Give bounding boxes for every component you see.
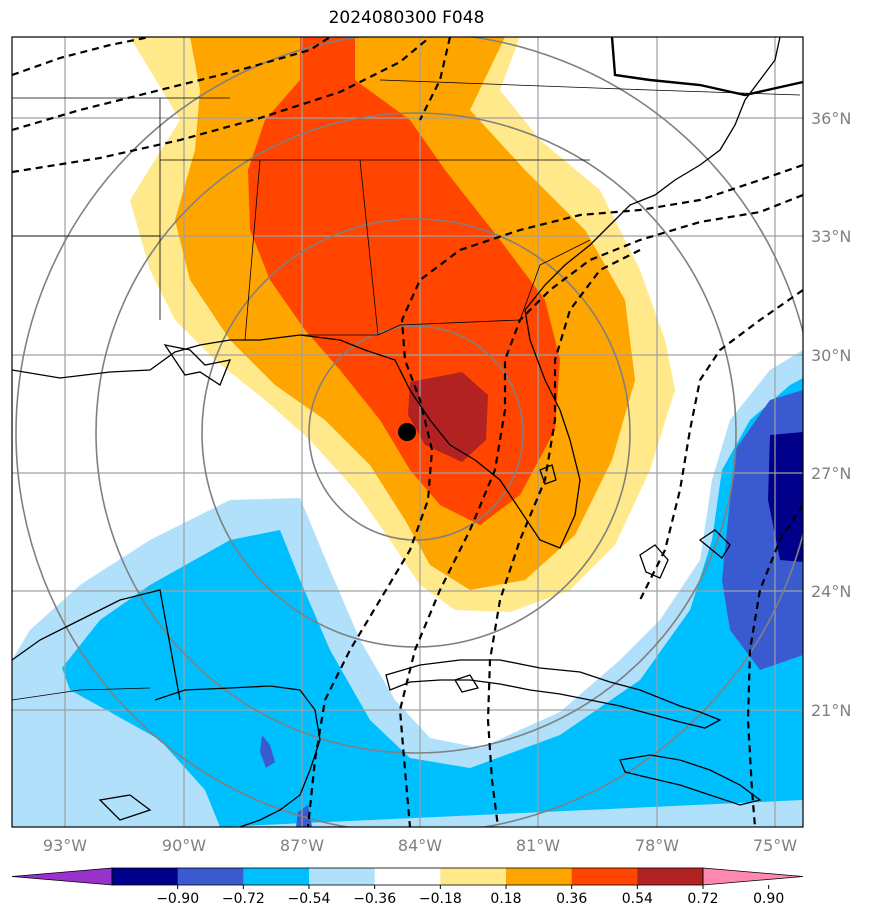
colorbar-label: −0.72 [222,891,265,907]
state-borders [12,79,801,701]
map-area [12,37,803,827]
colorbar-swatch [440,868,507,885]
colorbar-label: 0.18 [490,891,521,907]
lon-label: 87°W [280,836,324,855]
colorbar-label: −0.54 [288,891,331,907]
negative-contour-0.36 [62,378,803,827]
map-frame [11,36,804,828]
lat-label: 30°N [811,346,851,365]
colorbar-swatch [243,868,310,885]
latitude-labels: 36°N 33°N 30°N 27°N 24°N 21°N [811,109,851,720]
colorbar-swatch [309,868,376,885]
colorbar-label: 0.36 [556,891,587,907]
dashed-contours [12,37,803,827]
lat-label: 21°N [811,701,851,720]
longitude-labels: 93°W 90°W 87°W 84°W 81°W 78°W 75°W [43,836,797,855]
colorbar-label: −0.36 [353,891,396,907]
colorbar-swatch [637,868,704,885]
country-border [610,37,803,97]
map-title: 2024080300 F048 [328,8,485,28]
colorbar-swatch [112,868,179,885]
lat-label: 24°N [811,582,851,601]
colorbar-extend-high [702,867,804,886]
colorbar-label: 0.54 [622,891,653,907]
lon-label: 75°W [753,836,797,855]
colorbar-swatch [374,868,441,885]
colorbar-extend-low [11,867,113,886]
colorbar-swatch [571,868,638,885]
negative-contour-0.72 [768,432,803,562]
colorbar-label: 0.90 [753,891,784,907]
lat-label: 36°N [811,109,851,128]
lon-label: 81°W [516,836,560,855]
lon-label: 84°W [398,836,442,855]
colorbar-swatch [506,868,573,885]
negative-contour-0.54-small-2 [296,805,312,827]
colorbar-label: −0.90 [156,891,199,907]
lon-label: 90°W [162,836,206,855]
lon-label: 78°W [635,836,679,855]
lat-label: 33°N [811,227,851,246]
graticule [12,37,803,827]
lon-label: 93°W [43,836,87,855]
colorbar: −0.90 −0.72 −0.54 −0.36 −0.18 0.18 0.36 0.54 0.7… [11,867,804,907]
colorbar-label: 0.72 [687,891,718,907]
colorbar-swatch [177,868,244,885]
lat-label: 27°N [811,464,851,483]
positive-contour-0.72 [408,372,488,462]
negative-contour-0.54-small [260,735,275,768]
colorbar-label: −0.18 [419,891,462,907]
storm-center-marker [398,423,416,441]
coastlines [12,37,781,827]
colorbar-frame [111,867,704,886]
